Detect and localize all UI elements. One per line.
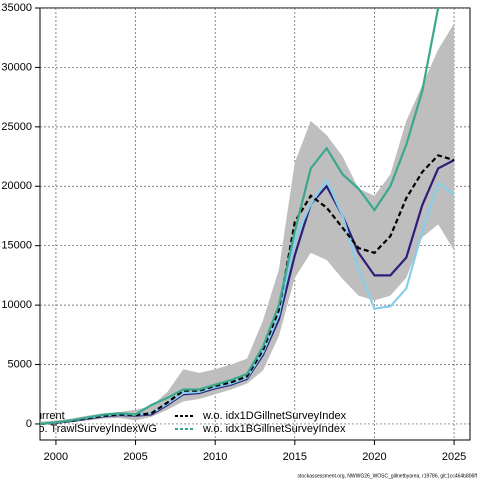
legend-label: Current bbox=[28, 410, 65, 422]
x-tick-label: 2005 bbox=[123, 451, 147, 463]
y-tick-label: 30000 bbox=[1, 61, 32, 73]
y-tick-label: 10000 bbox=[1, 299, 32, 311]
legend-label: w.o. idx1BGillnetSurveyIndex bbox=[202, 423, 346, 435]
y-tick-label: 35000 bbox=[1, 2, 32, 14]
plot-area bbox=[40, 8, 470, 440]
y-tick-label: 20000 bbox=[1, 180, 32, 192]
y-tick-label: 25000 bbox=[1, 121, 32, 133]
legend-label: w.o. idx1DGillnetSurveyIndex bbox=[202, 410, 347, 422]
x-tick-label: 2015 bbox=[283, 451, 307, 463]
y-tick-label: 15000 bbox=[1, 240, 32, 252]
x-tick-label: 2025 bbox=[442, 451, 466, 463]
legend-label: w.o. TrawlSurveyIndexWG bbox=[27, 423, 157, 435]
y-tick-label: 5000 bbox=[8, 358, 32, 370]
series-line bbox=[40, 8, 440, 426]
y-tick-label: 0 bbox=[26, 418, 32, 430]
x-tick-label: 2020 bbox=[362, 451, 386, 463]
confidence-band bbox=[40, 23, 455, 424]
x-tick-label: 2000 bbox=[44, 451, 68, 463]
plot-frame bbox=[39, 7, 471, 441]
series-line bbox=[40, 154, 455, 426]
x-tick-label: 2010 bbox=[203, 451, 227, 463]
footnote: stockassessment.org, NWWG26_WOSC_gillnet… bbox=[298, 473, 478, 479]
